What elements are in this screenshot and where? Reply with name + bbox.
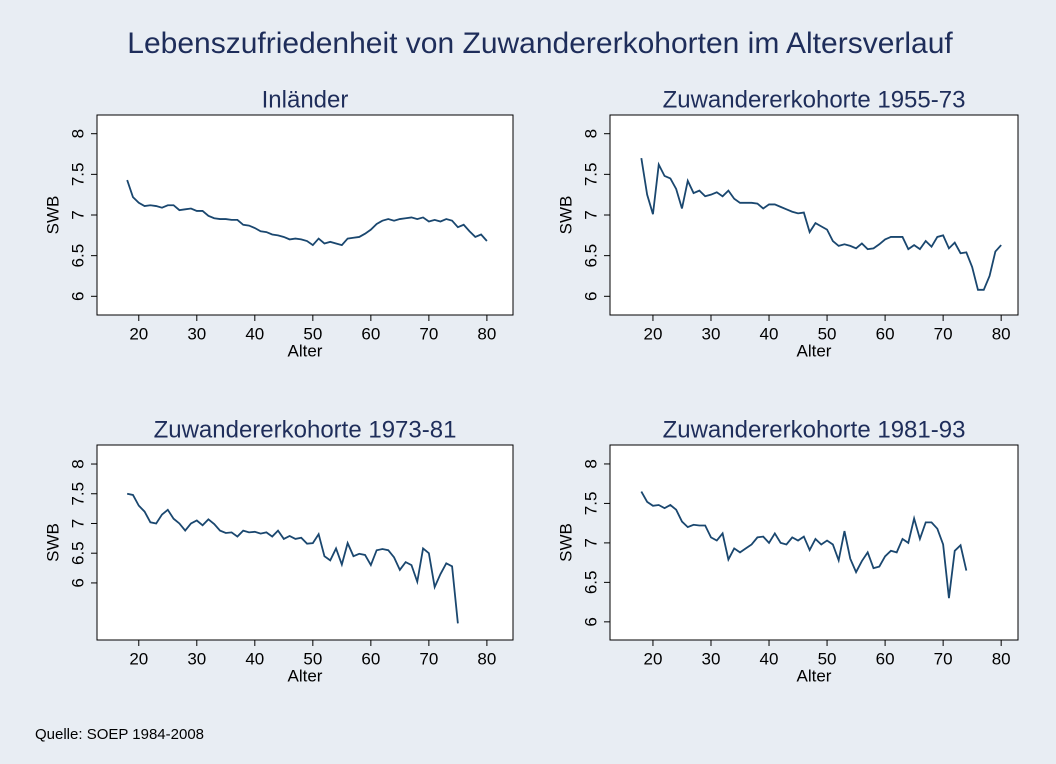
x-tick-label: 40 <box>245 324 264 343</box>
y-tick-label: 6.5 <box>68 541 87 565</box>
y-axis-label: SWB <box>43 196 62 235</box>
x-axis-label: Alter <box>288 341 323 360</box>
data-line <box>640 491 968 599</box>
y-tick-label: 7 <box>68 210 87 219</box>
x-tick-label: 20 <box>129 649 148 668</box>
y-axis-label: SWB <box>43 523 62 562</box>
x-tick-label: 70 <box>419 324 438 343</box>
y-tick-label: 7.5 <box>581 492 600 516</box>
y-axis-label: SWB <box>556 523 575 562</box>
x-tick-label: 50 <box>818 324 837 343</box>
y-tick-label: 7.5 <box>68 482 87 506</box>
x-tick-label: 70 <box>419 649 438 668</box>
plot-area <box>609 114 1019 316</box>
x-axis-label: Alter <box>797 341 832 360</box>
x-tick-label: 70 <box>934 649 953 668</box>
x-tick-label: 60 <box>361 324 380 343</box>
source-note: Quelle: SOEP 1984-2008 <box>35 726 204 743</box>
x-tick-label: 50 <box>818 649 837 668</box>
x-tick-label: 50 <box>303 324 322 343</box>
x-tick-label: 40 <box>760 649 779 668</box>
x-tick-label: 30 <box>187 649 206 668</box>
panel-title: Zuwandererkohorte 1981-93 <box>663 416 966 443</box>
x-tick-label: 70 <box>934 324 953 343</box>
x-tick-label: 40 <box>760 324 779 343</box>
x-tick-label: 60 <box>876 649 895 668</box>
x-axis-label: Alter <box>288 666 323 685</box>
x-tick-label: 30 <box>702 649 721 668</box>
y-tick-label: 6 <box>68 292 87 301</box>
y-tick-label: 6.5 <box>581 571 600 595</box>
y-tick-label: 7 <box>68 519 87 528</box>
x-tick-label: 20 <box>643 324 662 343</box>
x-tick-label: 80 <box>992 324 1011 343</box>
x-tick-label: 30 <box>702 324 721 343</box>
y-axis-label: SWB <box>556 196 575 235</box>
x-tick-label: 20 <box>129 324 148 343</box>
data-line <box>126 179 488 247</box>
panel-title: Inländer <box>262 86 349 113</box>
data-line <box>640 157 1002 291</box>
y-tick-label: 7.5 <box>581 163 600 187</box>
y-tick-label: 7 <box>581 210 600 219</box>
main-title: Lebenszufriedenheit von Zuwandererkohort… <box>127 27 953 60</box>
x-tick-label: 30 <box>187 324 206 343</box>
x-tick-label: 60 <box>361 649 380 668</box>
y-tick-label: 7.5 <box>68 163 87 187</box>
x-tick-label: 80 <box>477 324 496 343</box>
data-line <box>126 492 459 624</box>
x-tick-label: 80 <box>477 649 496 668</box>
y-tick-label: 8 <box>581 459 600 468</box>
x-tick-label: 80 <box>992 649 1011 668</box>
panel-title: Zuwandererkohorte 1955-73 <box>663 86 966 113</box>
y-tick-label: 8 <box>581 129 600 138</box>
plot-area <box>96 114 514 316</box>
y-tick-label: 8 <box>68 459 87 468</box>
x-tick-label: 20 <box>643 649 662 668</box>
y-tick-label: 6 <box>581 292 600 301</box>
y-tick-label: 6.5 <box>68 244 87 268</box>
y-tick-label: 8 <box>68 129 87 138</box>
y-tick-label: 7 <box>581 538 600 547</box>
y-tick-label: 6 <box>581 617 600 626</box>
y-tick-label: 6 <box>68 578 87 587</box>
panel-title: Zuwandererkohorte 1973-81 <box>154 416 457 443</box>
x-tick-label: 40 <box>245 649 264 668</box>
x-axis-label: Alter <box>797 666 832 685</box>
x-tick-label: 60 <box>876 324 895 343</box>
y-tick-label: 6.5 <box>581 244 600 268</box>
x-tick-label: 50 <box>303 649 322 668</box>
